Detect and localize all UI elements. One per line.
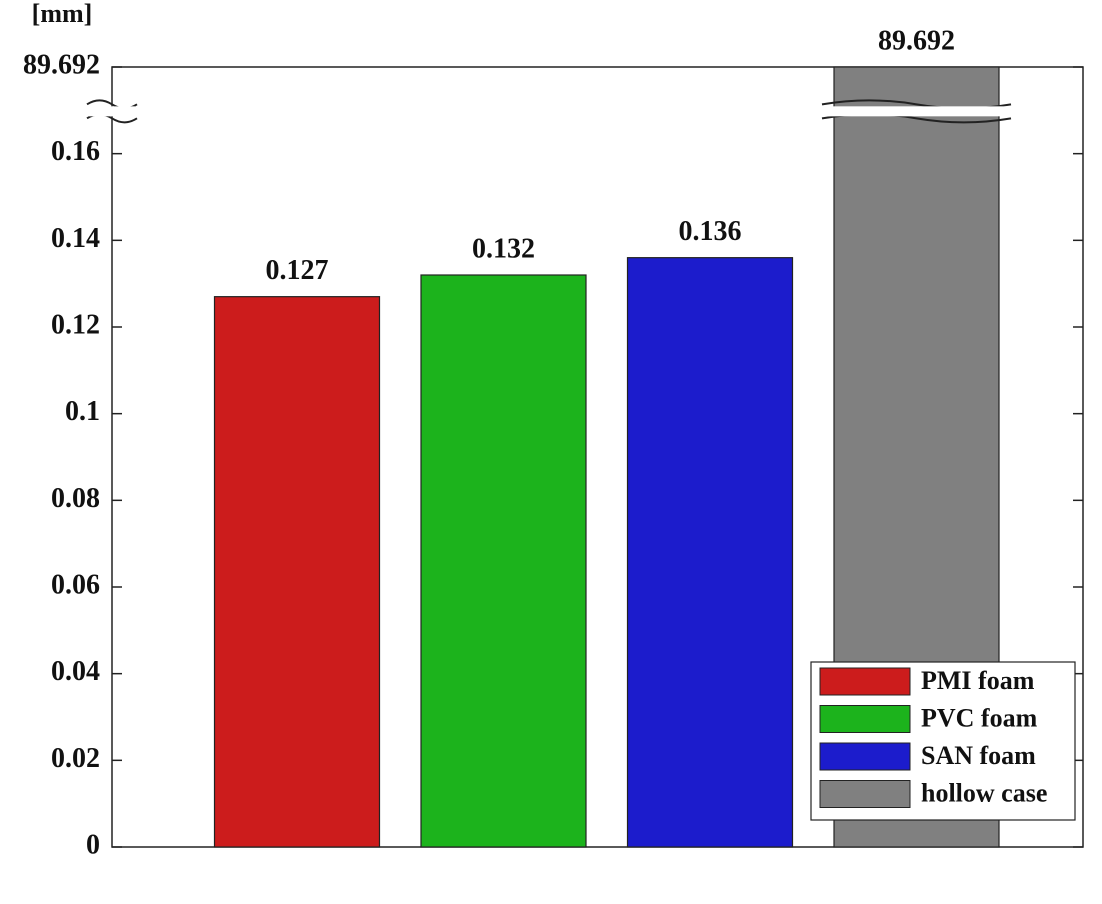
y-tick-label: 0.1 (65, 396, 100, 427)
legend-swatch (819, 705, 911, 733)
value-label: 0.127 (266, 255, 329, 286)
bar (626, 257, 794, 848)
y-tick-label: 0 (86, 829, 100, 860)
value-label: 89.692 (878, 25, 955, 56)
legend-swatch (819, 667, 911, 696)
y-tick-label: 0.02 (51, 743, 100, 774)
y-tick-label: 89.692 (23, 49, 100, 80)
y-tick-label: 0.08 (51, 483, 100, 514)
axis-break-gap (824, 106, 1009, 117)
y-tick-label: 0.04 (51, 656, 100, 687)
axis-break-gap (89, 106, 135, 117)
legend-swatch (819, 742, 911, 771)
legend-label: PMI foam (921, 666, 1035, 695)
legend-label: SAN foam (921, 741, 1036, 770)
bar (213, 296, 381, 848)
legend-label: hollow case (921, 778, 1047, 807)
value-label: 0.136 (679, 216, 742, 247)
y-tick-label: 0.14 (51, 223, 100, 254)
y-axis-label: [mm] (32, 0, 93, 28)
legend-swatch (819, 780, 911, 808)
plot-frame (111, 66, 1084, 848)
bar (420, 274, 587, 848)
y-tick-label: 0.16 (51, 136, 100, 167)
y-tick-label: 0.12 (51, 309, 100, 340)
value-label: 0.132 (472, 233, 535, 264)
y-tick-label: 0.06 (51, 569, 100, 600)
legend-label: PVC foam (921, 703, 1038, 732)
